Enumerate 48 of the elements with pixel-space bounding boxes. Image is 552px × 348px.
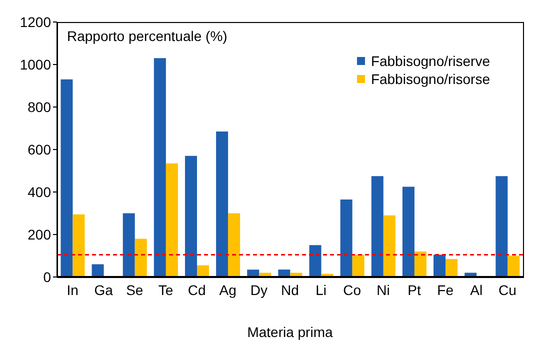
bar bbox=[92, 264, 104, 277]
y-tick-label: 400 bbox=[28, 184, 52, 200]
legend-label: Fabbisogno/risorse bbox=[370, 70, 490, 88]
y-tick-label: 200 bbox=[28, 226, 52, 242]
x-tick-label: Pt bbox=[408, 282, 421, 298]
bar bbox=[216, 131, 228, 277]
y-tick-label: 800 bbox=[28, 98, 52, 115]
y-tick-label: 1200 bbox=[20, 14, 52, 30]
bar bbox=[434, 254, 446, 277]
bar bbox=[496, 176, 508, 277]
x-tick-label: Nd bbox=[281, 282, 299, 298]
x-tick-label: Ga bbox=[94, 282, 114, 298]
x-tick-label: Co bbox=[343, 282, 362, 298]
x-axis-title: Materia prima bbox=[247, 324, 333, 340]
bar bbox=[166, 163, 178, 277]
bar bbox=[184, 156, 197, 277]
bar bbox=[371, 176, 384, 277]
x-tick-label: Cu bbox=[498, 282, 516, 298]
y-tick-label: 600 bbox=[28, 141, 52, 158]
x-tick-label: Dy bbox=[250, 282, 268, 298]
bar bbox=[352, 254, 364, 277]
legend-label: Fabbisogno/riserve bbox=[370, 52, 490, 70]
x-tick-label: Te bbox=[158, 282, 174, 298]
bar bbox=[72, 214, 85, 277]
bar bbox=[508, 256, 520, 277]
x-tick-label: Ag bbox=[219, 282, 236, 298]
x-tick-label: Li bbox=[316, 282, 327, 298]
y-tick-label: 0 bbox=[43, 268, 52, 285]
x-tick-label: Cd bbox=[188, 282, 206, 298]
bar bbox=[446, 258, 458, 277]
bar bbox=[340, 199, 352, 277]
bar bbox=[402, 186, 414, 277]
x-tick-label: Se bbox=[126, 282, 144, 298]
bar bbox=[122, 213, 135, 277]
bar bbox=[154, 58, 166, 277]
bar bbox=[228, 213, 240, 277]
x-tick-label: Ni bbox=[376, 282, 390, 298]
annotation: Rapporto percentuale (%) bbox=[67, 28, 228, 44]
bar bbox=[196, 265, 209, 277]
x-tick-label: Fe bbox=[437, 282, 454, 298]
x-tick-label: Al bbox=[470, 282, 483, 298]
bar bbox=[383, 215, 396, 277]
bar bbox=[309, 245, 322, 277]
x-tick-label: In bbox=[66, 282, 78, 298]
bar bbox=[414, 252, 426, 277]
bar bbox=[60, 79, 73, 277]
y-tick-label: 1000 bbox=[20, 56, 52, 72]
bar bbox=[134, 238, 147, 277]
